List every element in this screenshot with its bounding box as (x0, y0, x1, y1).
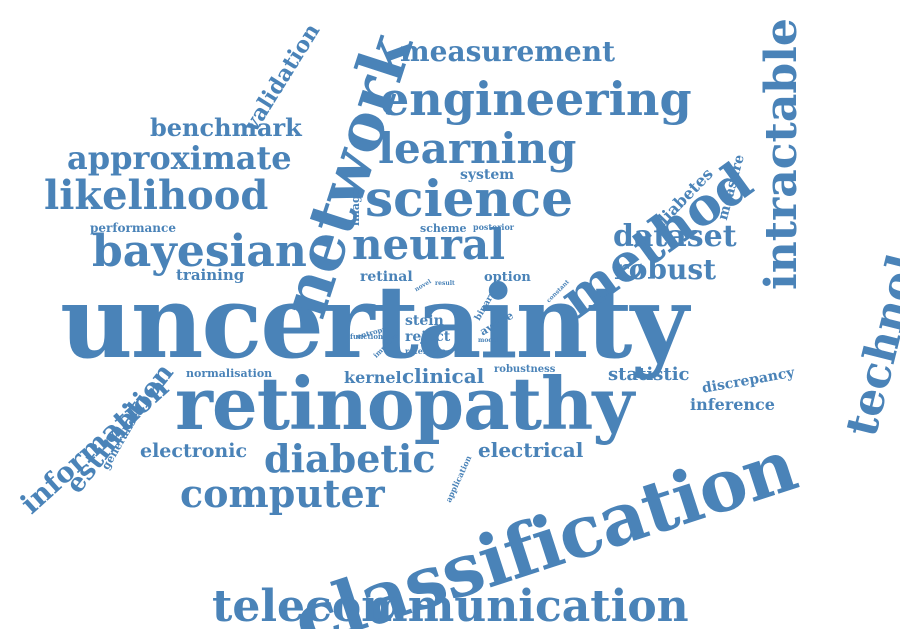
word-likelihood: likelihood (44, 172, 269, 219)
word-learning: learning (378, 124, 577, 173)
word-function: function (350, 332, 384, 341)
word-telecommunication: telecommunication (212, 581, 689, 629)
word-robust: robust (614, 253, 717, 286)
word-electrical: electrical (478, 438, 584, 462)
word-statistic: statistic (608, 364, 690, 385)
word-posterior: posterior (473, 222, 515, 232)
word-computer: computer (180, 471, 385, 516)
word-system: system (460, 167, 515, 183)
word-robustness: robustness (494, 364, 556, 375)
word-engineering: engineering (380, 72, 692, 126)
word-referable: referable (405, 346, 446, 356)
word-result: result (435, 280, 455, 287)
word-performance: performance (90, 221, 176, 235)
word-inference: inference (690, 395, 775, 414)
word-option: option (484, 270, 531, 285)
word-retinal: retinal (360, 269, 413, 285)
word-intractable: intractable (756, 18, 807, 290)
word-model: model (478, 337, 499, 344)
word-discrepancy: discrepancy (700, 364, 796, 397)
word-diabetic: diabetic (264, 436, 436, 481)
word-approximate: approximate (67, 139, 292, 177)
word-clinical: clinical (402, 364, 485, 388)
word-science: science (365, 169, 574, 228)
word-stein: stein (405, 313, 444, 329)
word-measurement: measurement (400, 35, 616, 68)
word-technology: technology (836, 166, 900, 442)
word-training: training (176, 266, 245, 284)
word-electronic: electronic (140, 440, 248, 462)
word-neural: neural (352, 220, 506, 269)
word-image: image (349, 188, 362, 226)
word-retinopathy: retinopathy (175, 361, 634, 446)
word-uncertainty: uncertainty (60, 263, 689, 381)
word-benchmark: benchmark (150, 113, 302, 142)
word-reject: reject (405, 329, 451, 345)
word-scheme: scheme (420, 222, 467, 235)
word-bayesian: bayesian (92, 226, 307, 277)
word-dataset: dataset (613, 219, 737, 254)
word-application: application (443, 453, 474, 504)
word-kernel: kernel (344, 368, 402, 387)
word-normalisation: normalisation (186, 367, 273, 380)
